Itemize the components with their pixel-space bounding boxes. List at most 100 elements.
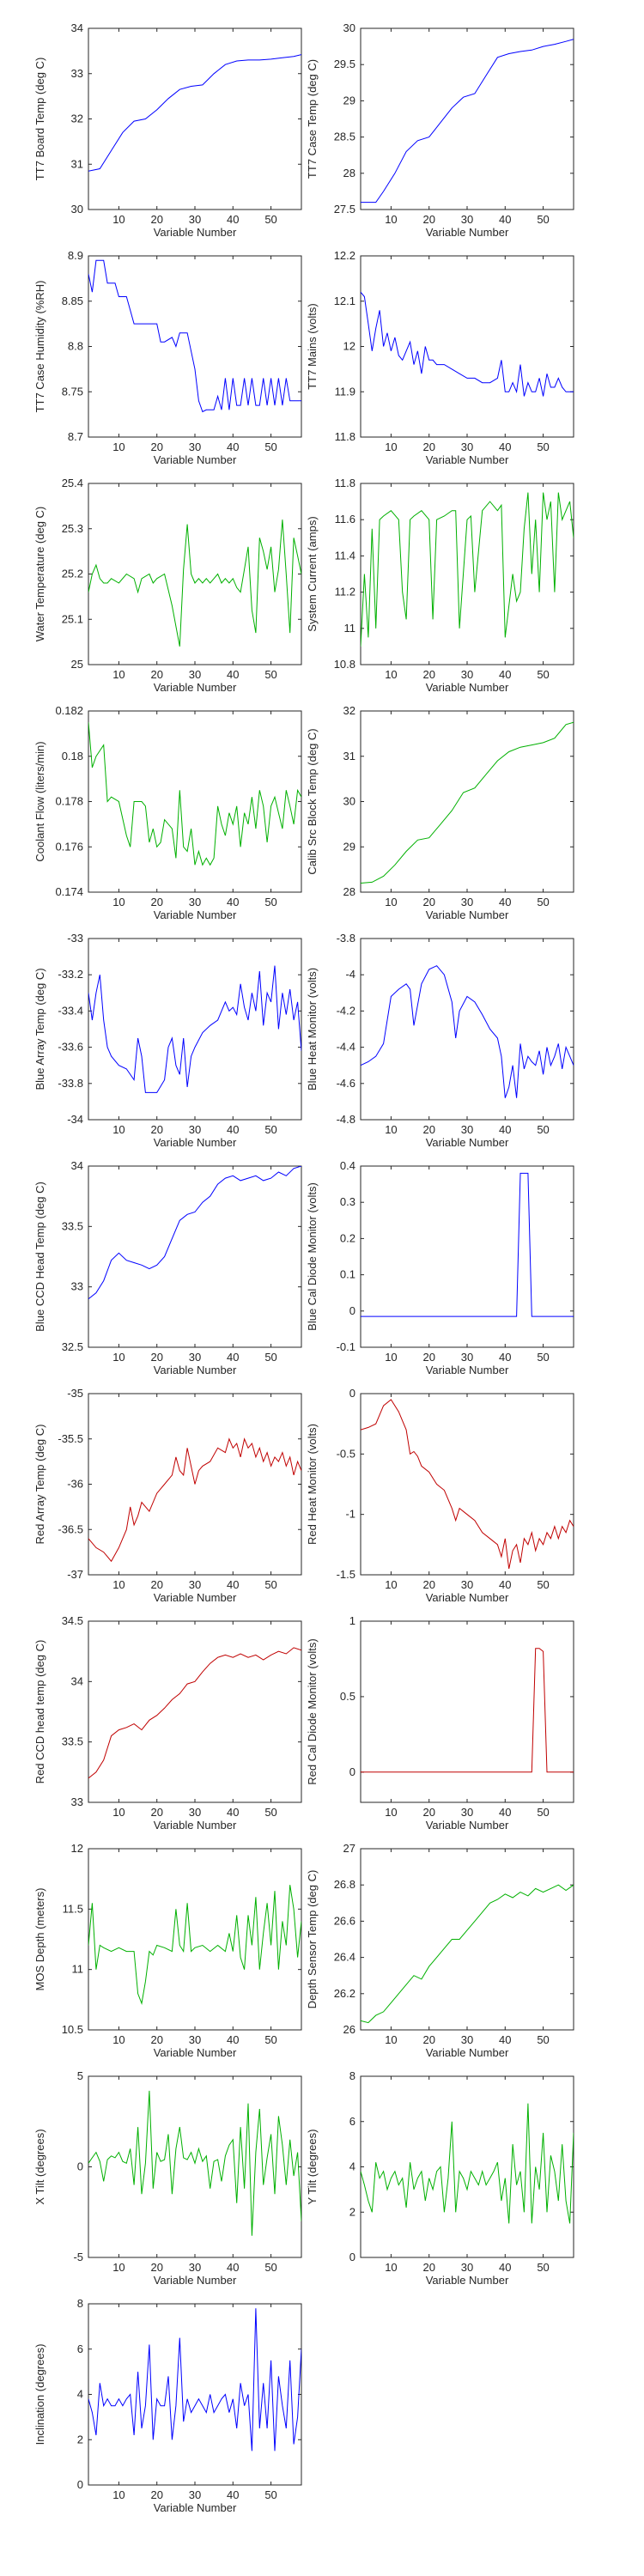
y-tick-label: 11 (344, 622, 356, 635)
chart-panel-16: 10 20 30 40 50 0 0.5 1 Variable Number Red Cal Di… (306, 1614, 574, 1832)
x-tick-label: 40 (499, 2033, 511, 2046)
y-axis-label: TT7 Case Humidity (%RH) (33, 281, 46, 413)
y-tick-label: 6 (77, 2342, 83, 2355)
y-tick-label: -33 (67, 932, 83, 945)
y-tick-label: 0.4 (340, 1159, 355, 1172)
y-tick-label: 12 (71, 1842, 83, 1855)
y-axis-label: TT7 Case Temp (deg C) (306, 59, 319, 179)
chart-panel-10: 10 20 30 40 50 -4.8 -4.6 -4.4 -4.2 -4 -3.8 Variable… (306, 932, 574, 1149)
x-axis-label: Variable Number (426, 2046, 509, 2059)
y-tick-label: 26.2 (334, 1987, 355, 2000)
series-line (88, 965, 301, 1093)
y-tick-label: 29 (343, 94, 355, 106)
y-axis-label: Red CCD head temp (deg C) (33, 1640, 46, 1784)
y-tick-label: -4.6 (337, 1077, 355, 1090)
chart-panel-3: 10 20 30 40 50 8.7 8.75 8.8 8.85 8.9 Variable Numb… (33, 249, 302, 466)
chart-panel-18: 10 20 30 40 50 26 26.2 26.4 26.6 26.8 27 Variable N… (306, 1842, 574, 2059)
y-axis-label: System Current (amps) (306, 516, 319, 631)
y-tick-label: -5 (73, 2251, 83, 2263)
plot-frame (360, 27, 574, 210)
x-tick-label: 30 (461, 2033, 473, 2046)
y-tick-label: 11.2 (335, 586, 355, 598)
plot-frame (360, 1393, 574, 1576)
y-tick-label: -0.1 (337, 1340, 355, 1353)
x-axis-label: Variable Number (154, 226, 237, 239)
y-axis-label: Blue Cal Diode Monitor (volts) (306, 1182, 319, 1331)
y-tick-label: -0.5 (337, 1447, 355, 1460)
x-tick-label: 30 (189, 668, 201, 681)
x-tick-label: 50 (264, 1806, 276, 1819)
chart-panel-15: 10 20 30 40 50 33 33.5 34 34.5 Variable Number Red… (33, 1614, 302, 1832)
series-line (88, 1885, 301, 2005)
x-tick-label: 20 (150, 2261, 162, 2274)
series-line (88, 722, 301, 866)
series-line (88, 259, 301, 413)
x-tick-label: 30 (189, 1806, 201, 1819)
y-tick-label: 11.8 (335, 430, 355, 443)
series-line (88, 54, 301, 172)
plot-frame (360, 1848, 574, 2031)
y-tick-label: -4 (345, 968, 355, 981)
plot-frame (88, 938, 302, 1121)
y-tick-label: 0.5 (340, 1690, 355, 1703)
y-tick-label: 28 (343, 885, 355, 898)
y-tick-label: 32.5 (62, 1340, 83, 1353)
y-tick-label: 34.5 (62, 1614, 83, 1627)
x-tick-label: 40 (499, 213, 511, 226)
x-tick-label: 10 (112, 1578, 125, 1591)
x-tick-label: 40 (227, 668, 239, 681)
y-tick-label: 8 (349, 2069, 355, 2082)
y-tick-label: 25.4 (62, 477, 83, 489)
y-axis-label: Water Temperature (deg C) (33, 507, 46, 642)
x-tick-label: 50 (537, 2261, 549, 2274)
y-tick-label: 8.85 (62, 295, 83, 307)
y-tick-label: 2 (349, 2205, 355, 2218)
x-axis-label: Variable Number (154, 908, 237, 921)
y-axis-label: TT7 Board Temp (deg C) (33, 58, 46, 181)
plot-frame (88, 1165, 302, 1348)
x-tick-label: 40 (499, 896, 511, 908)
y-tick-label: 0.182 (55, 704, 83, 717)
x-tick-label: 20 (150, 2033, 162, 2046)
x-tick-label: 20 (422, 1806, 434, 1819)
y-tick-label: 5 (77, 2069, 83, 2082)
y-axis-label: Blue CCD Head Temp (deg C) (33, 1182, 46, 1332)
series-line (88, 519, 301, 647)
series-line (361, 1648, 574, 1773)
y-tick-label: -3.8 (337, 932, 355, 945)
y-tick-label: 29 (343, 840, 355, 853)
y-tick-label: 0.178 (55, 795, 83, 808)
x-tick-label: 40 (499, 440, 511, 453)
x-tick-label: 40 (227, 1806, 239, 1819)
x-tick-label: 40 (227, 2033, 239, 2046)
x-tick-label: 20 (422, 1578, 434, 1591)
chart-panel-21: 10 20 30 40 50 0 2 4 6 8 Variable Number Inclinatio… (33, 2297, 302, 2514)
plot-frame (88, 2303, 302, 2486)
x-tick-label: 50 (264, 440, 276, 453)
x-tick-label: 40 (499, 668, 511, 681)
y-tick-label: 33 (71, 67, 83, 80)
y-tick-label: 26.4 (334, 1951, 355, 1964)
x-tick-label: 10 (385, 2261, 397, 2274)
plot-frame (360, 938, 574, 1121)
y-tick-label: 0 (349, 1387, 355, 1400)
x-tick-label: 30 (189, 2488, 201, 2501)
x-tick-label: 30 (189, 2033, 201, 2046)
x-axis-label: Variable Number (154, 453, 237, 466)
y-tick-label: -34 (67, 1113, 83, 1126)
x-tick-label: 30 (189, 213, 201, 226)
x-tick-label: 40 (227, 1123, 239, 1136)
y-tick-label: 11 (72, 1963, 84, 1976)
x-tick-label: 40 (227, 1578, 239, 1591)
x-axis-label: Variable Number (154, 2274, 237, 2287)
y-tick-label: 31 (343, 750, 355, 762)
y-axis-label: TT7 Mains (volts) (306, 303, 319, 389)
y-tick-label: 11.4 (335, 549, 355, 562)
x-tick-label: 30 (189, 440, 201, 453)
x-axis-label: Variable Number (426, 1819, 509, 1832)
y-tick-label: 34 (71, 21, 83, 34)
chart-panel-14: 10 20 30 40 50 -1.5 -1 -0.5 0 Variable Number Red … (306, 1387, 574, 1604)
x-axis-label: Variable Number (154, 681, 237, 694)
chart-panel-8: 10 20 30 40 50 28 29 30 31 32 Variable Number Calib… (306, 704, 574, 921)
